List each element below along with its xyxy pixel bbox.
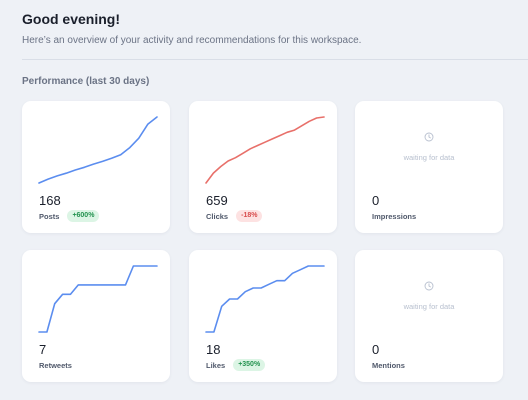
posts-chart [38, 116, 158, 184]
card-impressions[interactable]: waiting for data 0 Impressions [355, 101, 503, 233]
series-line [205, 116, 325, 184]
card-posts[interactable]: 168 Posts +600% [22, 101, 170, 233]
retweets-value: 7 [39, 342, 47, 357]
clicks-chart [205, 116, 325, 184]
likes-change-badge: +350% [233, 359, 266, 371]
impressions-value: 0 [372, 193, 380, 208]
impressions-label: Impressions [372, 211, 417, 221]
likes-value: 18 [206, 342, 221, 357]
series-line [38, 116, 158, 184]
likes-chart [205, 265, 325, 333]
page-greeting: Good evening! [22, 11, 120, 27]
clicks-change-badge: -18% [236, 210, 263, 222]
posts-label: Posts [39, 211, 60, 221]
section-title: Performance (last 30 days) [22, 76, 150, 87]
retweets-chart [38, 265, 158, 333]
clicks-value: 659 [206, 193, 228, 208]
series-line [205, 265, 325, 333]
clock-icon [424, 132, 434, 142]
mentions-value: 0 [372, 342, 380, 357]
card-mentions[interactable]: waiting for data 0 Mentions [355, 250, 503, 382]
mentions-waiting-text: waiting for data [403, 302, 455, 311]
card-retweets[interactable]: 7 Retweets [22, 250, 170, 382]
mentions-label: Mentions [372, 360, 405, 370]
card-clicks[interactable]: 659 Clicks -18% [189, 101, 337, 233]
impressions-waiting-text: waiting for data [403, 153, 455, 162]
card-likes[interactable]: 18 Likes +350% [189, 250, 337, 382]
posts-value: 168 [39, 193, 61, 208]
series-line [38, 265, 158, 333]
header-divider [22, 59, 528, 60]
mentions-placeholder: waiting for data [355, 281, 503, 314]
page-subtitle: Here’s an overview of your activity and … [22, 35, 362, 46]
likes-label: Likes [206, 360, 226, 370]
retweets-label: Retweets [39, 360, 72, 370]
clock-icon [424, 281, 434, 291]
posts-change-badge: +600% [67, 210, 100, 222]
clicks-label: Clicks [206, 211, 229, 221]
impressions-placeholder: waiting for data [355, 132, 503, 165]
